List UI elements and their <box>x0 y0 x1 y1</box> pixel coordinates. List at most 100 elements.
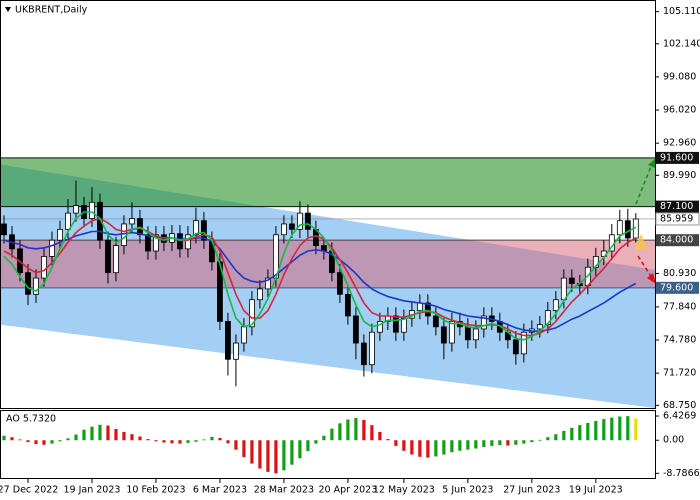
ao-bar <box>418 440 422 457</box>
ao-bar <box>538 439 542 441</box>
candle-body <box>41 256 47 279</box>
ao-tick-label: -8.7866 <box>663 468 700 479</box>
arrow-head <box>634 234 648 250</box>
ao-bar <box>306 440 310 452</box>
ao-bar <box>218 437 222 441</box>
ao-tick-label: 0.00 <box>663 435 684 446</box>
ao-bar <box>602 419 606 441</box>
ao-bar <box>434 440 438 457</box>
moving-average <box>3 217 637 337</box>
zone <box>0 240 655 288</box>
candle-body <box>49 239 55 257</box>
ao-bar <box>18 439 22 441</box>
y-tick-label: 74.780 <box>663 335 696 346</box>
ao-bar <box>530 440 534 443</box>
ao-bar <box>282 440 286 471</box>
ao-bar <box>258 440 262 469</box>
ao-bar <box>594 421 598 441</box>
ao-bar <box>82 429 86 441</box>
y-tick-label: 99.080 <box>663 71 696 82</box>
ao-title: AO 5.7320 <box>6 414 56 425</box>
candle-body <box>552 299 559 311</box>
x-tick-label: 12 May 2023 <box>373 485 435 496</box>
level-label: 87.100 <box>660 201 693 212</box>
x-tick-label: 27 Dec 2022 <box>0 485 58 496</box>
ao-bar <box>570 427 574 441</box>
ao-bar <box>322 435 326 441</box>
candle-body <box>536 324 543 330</box>
y-tick-label: 68.750 <box>663 400 696 411</box>
level-box <box>656 200 699 213</box>
candle-body <box>464 326 471 341</box>
arrow-up <box>635 163 653 205</box>
ao-bar <box>162 440 166 443</box>
ao-bar <box>202 439 206 441</box>
candle-body <box>336 272 343 295</box>
x-tick-label: 6 Mar 2023 <box>193 485 247 496</box>
ao-bar <box>42 440 46 445</box>
y-tick-label: 77.840 <box>663 301 696 312</box>
candle-body <box>344 293 351 317</box>
ao-bar <box>266 440 270 472</box>
candle-body <box>201 220 207 241</box>
candle-body <box>89 201 95 219</box>
x-tick-label: 28 Mar 2023 <box>254 485 314 496</box>
ao-bar <box>114 428 118 441</box>
candle-body <box>352 315 359 344</box>
candle-body <box>113 245 119 274</box>
arrow-head <box>648 158 656 168</box>
candle-body <box>616 220 623 236</box>
level-box <box>656 281 699 294</box>
ao-bar <box>586 422 590 441</box>
candle-body <box>448 320 455 344</box>
x-tick-label: 19 Jan 2023 <box>63 485 120 496</box>
ao-bar <box>178 440 182 444</box>
ao-tick-label: 6.4269 <box>663 411 696 422</box>
y-tick-label: 89.990 <box>663 170 696 181</box>
candle-body <box>440 326 447 344</box>
ao-bar <box>130 434 134 441</box>
ao-bar <box>362 419 366 441</box>
y-tick-label: 71.720 <box>663 368 696 379</box>
ao-bar <box>34 440 38 444</box>
candle-body <box>257 288 263 301</box>
candle-body <box>297 212 303 230</box>
level-label: 91.600 <box>660 152 693 163</box>
ao-bar <box>522 440 526 444</box>
ao-bar <box>554 434 558 441</box>
ao-bar <box>50 440 54 444</box>
current-price-box <box>655 212 700 226</box>
frame <box>0 0 656 409</box>
ao-bar <box>610 417 614 441</box>
x-tick-label: 19 Jul 2023 <box>569 485 623 496</box>
candle-body <box>249 299 255 328</box>
ao-bar <box>194 440 198 442</box>
x-tick-label: 5 Jun 2023 <box>442 485 493 496</box>
x-tick-label: 20 Apr 2023 <box>319 485 378 496</box>
candle-body <box>121 223 127 247</box>
ao-bar <box>226 440 230 444</box>
ao-bar <box>26 440 30 443</box>
chart-title: UKBRENT,Daily <box>15 5 88 16</box>
ao-bar <box>290 440 294 465</box>
arrows <box>634 158 656 284</box>
ao-bar <box>386 439 390 441</box>
candle-body <box>1 223 7 236</box>
ao-bar <box>90 426 94 441</box>
candle-body <box>424 302 431 317</box>
candle-body <box>520 331 527 355</box>
candle-body <box>73 205 79 214</box>
candle-body <box>105 239 111 274</box>
ao-bar <box>2 435 6 441</box>
ao-bar <box>578 425 582 441</box>
candle-body <box>376 320 383 333</box>
ao-bar <box>482 440 486 448</box>
y-tick-label: 92.960 <box>663 138 696 149</box>
ao-bar <box>546 437 550 441</box>
level-label: 84.000 <box>660 235 693 246</box>
ao-bar <box>186 440 190 443</box>
candle-body <box>241 326 247 344</box>
candle-body <box>368 331 375 366</box>
